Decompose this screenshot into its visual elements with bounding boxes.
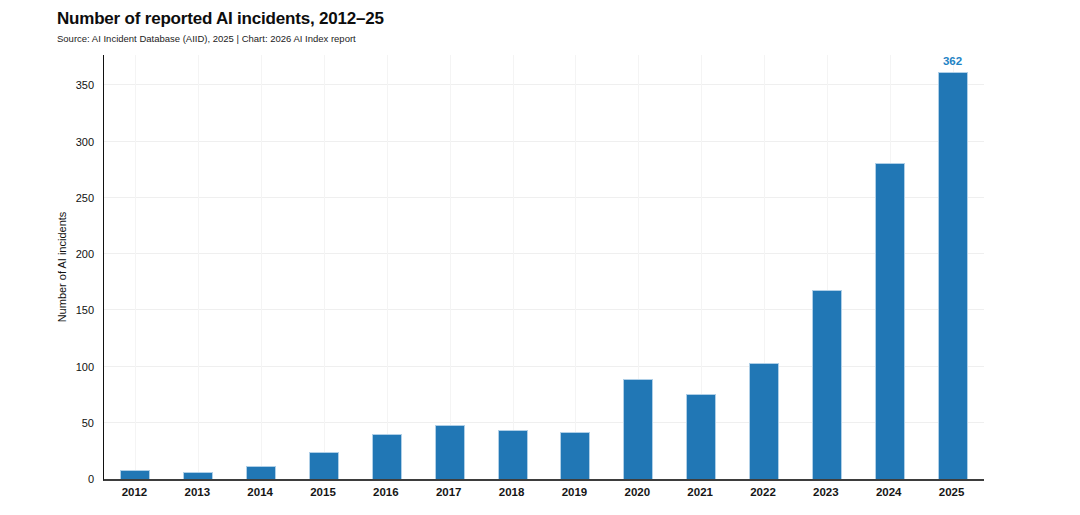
x-tick-label-2017: 2017 <box>418 486 480 498</box>
x-tick-label-2012: 2012 <box>103 486 165 498</box>
plot-area: 362 <box>103 55 984 481</box>
gridline-x-2012 <box>135 55 136 479</box>
gridline-y-350 <box>104 84 984 85</box>
gridline-x-2014 <box>261 55 262 479</box>
gridline-y-50 <box>104 422 984 423</box>
x-tick-label-2018: 2018 <box>481 486 543 498</box>
y-tick-label-100: 100 <box>0 360 94 374</box>
bar-2014 <box>246 466 276 479</box>
gridline-x-2015 <box>324 55 325 479</box>
y-tick-label-200: 200 <box>0 247 94 261</box>
gridline-y-150 <box>104 309 984 310</box>
x-tick-label-2025: 2025 <box>921 486 983 498</box>
y-tick-label-150: 150 <box>0 303 94 317</box>
chart-title: Number of reported AI incidents, 2012–25 <box>57 9 384 29</box>
y-tick-label-300: 300 <box>0 135 94 149</box>
gridline-x-2019 <box>575 55 576 479</box>
x-tick-label-2014: 2014 <box>229 486 291 498</box>
bar-2012 <box>120 470 150 479</box>
bar-2016 <box>372 434 402 479</box>
gridline-x-2017 <box>450 55 451 479</box>
bar-2017 <box>435 425 465 479</box>
gridline-x-2016 <box>387 55 388 479</box>
bar-2024 <box>875 163 905 479</box>
x-tick-label-2016: 2016 <box>355 486 417 498</box>
gridline-x-2013 <box>198 55 199 479</box>
bar-2025 <box>938 72 968 479</box>
x-tick-label-2023: 2023 <box>795 486 857 498</box>
x-tick-label-2020: 2020 <box>606 486 668 498</box>
bar-value-label-2025: 362 <box>922 55 984 67</box>
y-tick-label-250: 250 <box>0 191 94 205</box>
gridline-y-300 <box>104 141 984 142</box>
chart-figure: Number of reported AI incidents, 2012–25… <box>0 0 1080 515</box>
bar-2020 <box>623 379 653 479</box>
gridline-y-200 <box>104 253 984 254</box>
gridline-y-100 <box>104 366 984 367</box>
bar-2013 <box>183 472 213 479</box>
x-tick-label-2019: 2019 <box>543 486 605 498</box>
x-tick-label-2013: 2013 <box>166 486 228 498</box>
bar-2015 <box>309 452 339 479</box>
bar-2022 <box>749 363 779 479</box>
x-tick-label-2021: 2021 <box>669 486 731 498</box>
bar-2019 <box>560 432 590 479</box>
y-tick-label-350: 350 <box>0 78 94 92</box>
x-tick-label-2024: 2024 <box>858 486 920 498</box>
gridline-y-250 <box>104 197 984 198</box>
bar-2023 <box>812 290 842 479</box>
x-tick-label-2015: 2015 <box>292 486 354 498</box>
y-tick-label-50: 50 <box>0 416 94 430</box>
y-tick-label-0: 0 <box>0 472 94 486</box>
y-axis-tick-labels: 0 50 100 150 200 250 300 350 <box>0 0 94 515</box>
x-tick-label-2022: 2022 <box>732 486 794 498</box>
gridline-x-2018 <box>513 55 514 479</box>
bar-2018 <box>498 430 528 479</box>
bar-2021 <box>686 394 716 479</box>
chart-subtitle: Source: AI Incident Database (AIID), 202… <box>57 33 356 44</box>
